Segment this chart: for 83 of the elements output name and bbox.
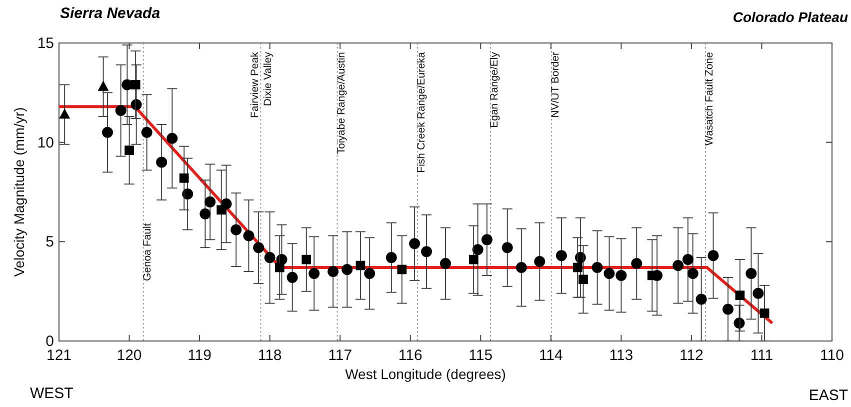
point bbox=[481, 234, 492, 246]
text: Colorado Plateau bbox=[732, 9, 848, 25]
point bbox=[746, 268, 757, 279]
point bbox=[397, 264, 407, 274]
x-axis-title: West Longitude (degrees) bbox=[345, 366, 506, 382]
point bbox=[440, 258, 451, 270]
point bbox=[516, 262, 527, 273]
point bbox=[166, 132, 178, 144]
x-tick-label: 119 bbox=[188, 347, 212, 364]
point bbox=[156, 156, 168, 168]
point bbox=[243, 230, 254, 242]
y-tick-label: 0 bbox=[46, 333, 54, 350]
point bbox=[468, 254, 478, 264]
x-tick-label: 121 bbox=[46, 347, 72, 364]
ref-line-label: Egan Range/Ely bbox=[488, 51, 500, 128]
point bbox=[534, 256, 546, 268]
point bbox=[230, 224, 242, 236]
point bbox=[421, 246, 432, 258]
point bbox=[286, 272, 298, 283]
point bbox=[708, 250, 719, 262]
point bbox=[253, 242, 264, 254]
y-tick-label: 5 bbox=[46, 234, 54, 251]
x-tick-label: 117 bbox=[328, 347, 352, 364]
point bbox=[204, 196, 216, 208]
point bbox=[98, 80, 109, 91]
ref-line-label: Genoa Fault bbox=[141, 223, 154, 281]
point bbox=[682, 254, 694, 266]
point bbox=[592, 262, 603, 273]
ref-line-label: Fish Creek Range/Eureka bbox=[415, 52, 428, 173]
ref-line-label: NV/UT Border bbox=[550, 52, 562, 118]
point bbox=[722, 304, 734, 315]
x-tick-label: 110 bbox=[820, 347, 844, 364]
point bbox=[578, 274, 588, 284]
y-tick-label: 15 bbox=[37, 35, 54, 52]
x-tick-label: 111 bbox=[750, 347, 774, 364]
text: Sierra Nevada bbox=[60, 5, 160, 22]
x-tick-label: 115 bbox=[468, 347, 493, 364]
x-tick-label: 116 bbox=[398, 347, 422, 364]
y-tick-label: 10 bbox=[37, 134, 54, 152]
x-tick-label: 114 bbox=[538, 347, 563, 364]
point bbox=[182, 188, 194, 200]
ref-line-label: Fairview Peak Dixie Valley bbox=[249, 51, 274, 118]
point bbox=[760, 308, 770, 318]
x-tick-label: 113 bbox=[609, 347, 634, 364]
point bbox=[672, 260, 684, 272]
point bbox=[342, 264, 353, 275]
point bbox=[696, 294, 707, 305]
point bbox=[631, 258, 642, 270]
ref-line-label: Toiyabe Range/Austin bbox=[335, 52, 348, 154]
point bbox=[502, 242, 513, 254]
point bbox=[752, 288, 764, 299]
x-tick-label: 120 bbox=[116, 347, 142, 364]
point bbox=[616, 270, 627, 281]
point bbox=[130, 80, 140, 90]
point bbox=[386, 252, 397, 264]
ref-line-label: Wasatch Fault Zone bbox=[704, 52, 716, 146]
point bbox=[572, 262, 582, 272]
point bbox=[59, 108, 70, 119]
point bbox=[141, 126, 152, 138]
point bbox=[274, 262, 284, 272]
text: WEST bbox=[30, 385, 74, 402]
point bbox=[264, 252, 276, 264]
point bbox=[200, 208, 211, 220]
point bbox=[356, 260, 366, 270]
point bbox=[328, 266, 339, 277]
point bbox=[179, 173, 189, 183]
y-axis-title: Velocity Magnitude (mm/yr) bbox=[11, 107, 27, 277]
point bbox=[102, 126, 113, 138]
x-tick-label: 112 bbox=[679, 347, 704, 364]
point bbox=[409, 238, 420, 250]
point bbox=[115, 105, 126, 116]
point bbox=[308, 268, 320, 279]
point bbox=[124, 146, 134, 155]
point bbox=[364, 268, 376, 279]
point bbox=[556, 250, 567, 262]
text: EAST bbox=[808, 387, 848, 404]
point bbox=[735, 290, 745, 300]
point bbox=[216, 205, 226, 215]
point bbox=[604, 268, 615, 279]
point bbox=[687, 268, 698, 279]
point bbox=[302, 254, 312, 264]
x-tick-label: 118 bbox=[258, 347, 282, 364]
point bbox=[472, 244, 484, 256]
